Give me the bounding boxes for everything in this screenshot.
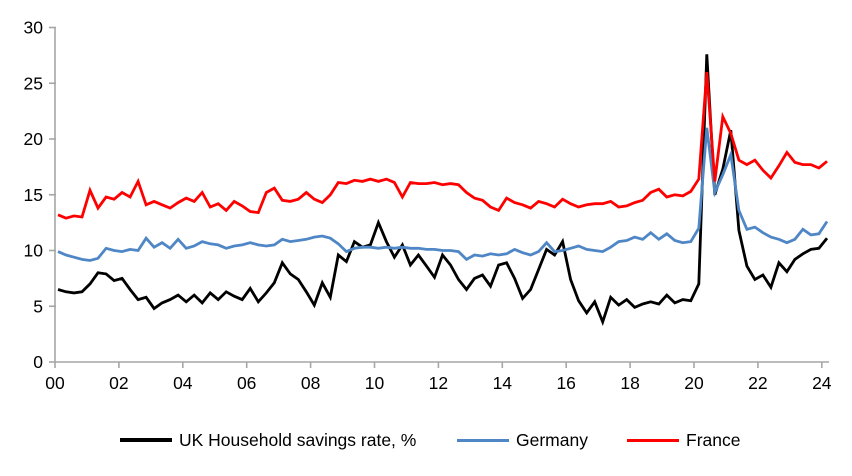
- x-tick-label: 22: [748, 373, 767, 393]
- france-legend-label: France: [686, 430, 741, 450]
- y-tick-label: 0: [33, 352, 43, 372]
- germany-legend-line: [457, 438, 509, 442]
- x-tick-label: 10: [365, 373, 385, 393]
- x-tick-label: 04: [173, 373, 193, 393]
- series-line-uk-household-savings-rate: [57, 54, 829, 327]
- y-tick-label: 30: [24, 18, 44, 38]
- y-tick-label: 25: [24, 73, 43, 93]
- germany-legend-label: Germany: [516, 430, 588, 450]
- x-tick-label: 12: [429, 373, 448, 393]
- chart-legend: UK Household savings rate, % Germany Fra…: [0, 424, 852, 464]
- y-tick-label: 5: [33, 296, 43, 316]
- legend-item-france: France: [627, 430, 740, 450]
- y-tick-label: 20: [24, 129, 44, 149]
- france-legend-line: [627, 438, 679, 442]
- series-line-germany: [57, 127, 829, 262]
- x-tick-label: 14: [493, 373, 513, 393]
- x-tick-label: 06: [237, 373, 256, 393]
- savings-rate-line-chart: 0 5 10 15 20 25 30 00 02 04 06 08 10 12 14 16 18 20 22 24: [24, 18, 832, 394]
- x-tick-label: 24: [812, 373, 832, 393]
- series-line-france: [57, 71, 828, 220]
- x-tick-label: 02: [109, 373, 128, 393]
- legend-item-germany: Germany: [457, 430, 588, 450]
- x-tick-label: 16: [556, 373, 575, 393]
- x-tick-label: 20: [684, 373, 704, 393]
- x-tick-label: 08: [301, 373, 320, 393]
- y-tick-label: 10: [24, 241, 44, 261]
- y-tick-label: 15: [24, 185, 43, 205]
- uk-legend-label: UK Household savings rate, %: [179, 430, 417, 450]
- x-tick-label: 00: [45, 373, 65, 393]
- legend-item-uk: UK Household savings rate, %: [120, 430, 416, 450]
- x-tick-label: 18: [620, 373, 639, 393]
- uk-legend-line: [120, 438, 172, 442]
